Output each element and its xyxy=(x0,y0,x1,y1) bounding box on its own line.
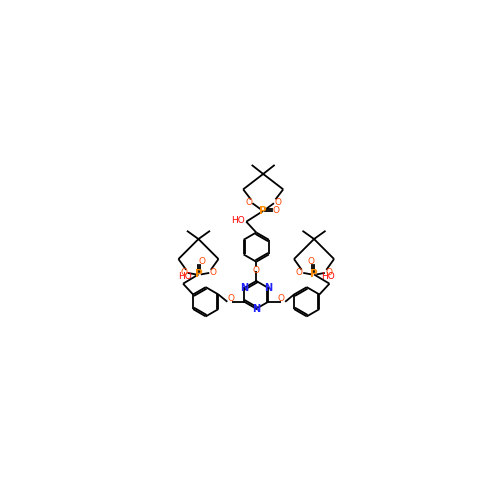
Text: N: N xyxy=(252,304,260,314)
Text: HO: HO xyxy=(178,272,192,281)
Text: HO: HO xyxy=(321,272,335,281)
Text: HO: HO xyxy=(231,216,244,226)
Text: P: P xyxy=(194,270,202,280)
Text: O: O xyxy=(274,198,281,207)
Text: O: O xyxy=(273,206,280,214)
Text: O: O xyxy=(228,294,234,303)
Text: O: O xyxy=(278,294,285,303)
Text: O: O xyxy=(180,268,188,276)
Text: O: O xyxy=(308,257,314,266)
Text: N: N xyxy=(240,283,248,293)
Text: O: O xyxy=(198,257,205,266)
Text: O: O xyxy=(325,268,332,276)
Text: P: P xyxy=(310,270,318,280)
Text: N: N xyxy=(264,283,272,293)
Text: O: O xyxy=(210,268,216,276)
Text: O: O xyxy=(296,268,303,276)
Text: O: O xyxy=(253,266,260,274)
Text: P: P xyxy=(260,206,267,216)
Text: O: O xyxy=(245,198,252,207)
